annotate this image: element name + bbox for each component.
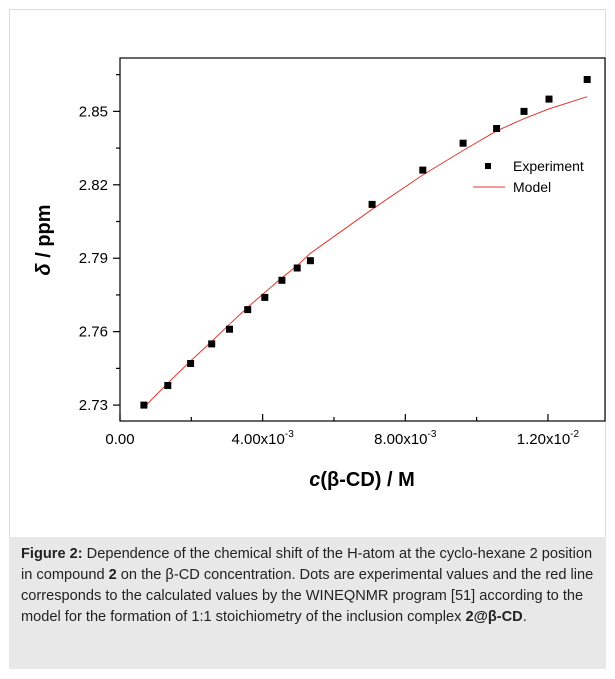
experiment-point	[459, 139, 467, 147]
experiment-points	[140, 76, 591, 409]
experiment-point	[187, 360, 195, 367]
y-tick-labels: 2.73 2.76 2.79 2.82 2.85	[79, 103, 108, 414]
x-tick-label: 4.00x10-3	[231, 429, 294, 448]
experiment-point	[368, 200, 376, 208]
legend-label-model: Model	[513, 179, 551, 195]
experiment-point	[244, 306, 252, 314]
y-tick-label: 2.76	[79, 324, 108, 341]
legend-marker-experiment	[485, 163, 491, 169]
experiment-point	[164, 382, 172, 389]
experiment-point	[520, 107, 528, 115]
experiment-point	[545, 95, 553, 103]
scatter-chart: 0.00 4.00x10-3 8.00x10-3 1.20x10-2 2.73 2.76…	[33, 57, 606, 491]
x-axis-label: c(β-CD) / M	[309, 469, 415, 491]
experiment-point	[226, 325, 233, 333]
plot-area-frame	[119, 57, 606, 422]
experiment-point	[261, 293, 269, 301]
caption-text-1: Dependence of the chemical shift of the …	[21, 546, 593, 583]
experiment-point	[278, 276, 286, 284]
experiment-point	[293, 264, 301, 272]
caption-compound: 2	[108, 567, 117, 583]
y-tick-label: 2.73	[79, 397, 108, 414]
y-tick-label: 2.85	[79, 103, 108, 120]
legend-label-experiment: Experiment	[513, 158, 584, 174]
experiment-point	[208, 340, 216, 348]
y-tick-label: 2.82	[79, 177, 108, 194]
x-tick-label: 8.00x10-3	[374, 429, 437, 448]
model-line	[143, 96, 588, 408]
experiment-point	[493, 125, 501, 132]
caption-text-3: .	[522, 609, 527, 625]
legend: Experiment Model	[473, 158, 584, 195]
figure-plot: 0.00 4.00x10-3 8.00x10-3 1.20x10-2 2.73 2.76…	[33, 57, 606, 491]
x-tick-label: 0.00	[105, 431, 134, 448]
figure-caption: Figure 2: Dependence of the chemical shi…	[9, 537, 606, 669]
caption-complex: 2@β-CD	[465, 609, 523, 625]
experiment-point	[583, 76, 591, 83]
axis-ticks	[113, 74, 549, 421]
experiment-point	[306, 257, 314, 265]
x-tick-labels: 0.00 4.00x10-3 8.00x10-3 1.20x10-2	[105, 429, 579, 448]
y-tick-label: 2.79	[79, 250, 108, 267]
experiment-point	[419, 166, 427, 174]
y-axis-label: δ / ppm	[33, 204, 55, 275]
caption-text-2: on the β-CD concentration. Dots are expe…	[21, 567, 594, 625]
x-tick-label: 1.20x10-2	[517, 429, 580, 448]
experiment-point	[140, 401, 148, 409]
caption-label: Figure 2:	[21, 546, 83, 562]
